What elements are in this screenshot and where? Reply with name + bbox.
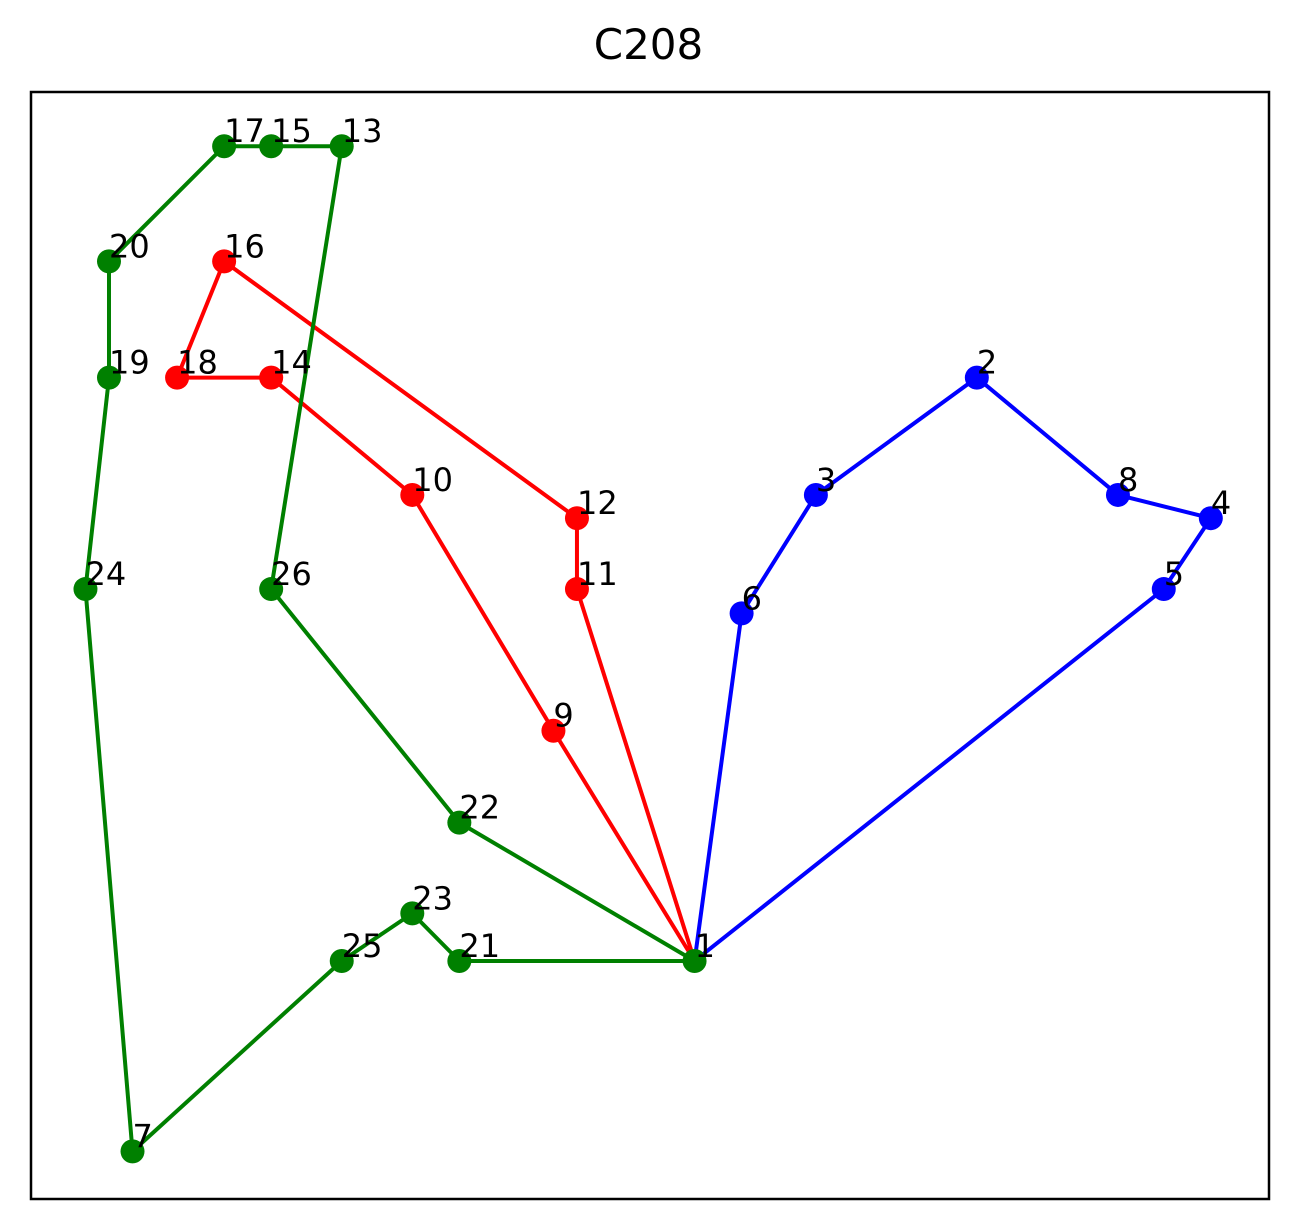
node-point-4 xyxy=(1198,506,1223,531)
node-label-6: 6 xyxy=(742,579,762,617)
node-point-19 xyxy=(96,365,121,390)
node-label-18: 18 xyxy=(177,344,218,382)
route-lines xyxy=(83,144,1213,1154)
node-point-17 xyxy=(212,134,237,159)
node-point-3 xyxy=(803,482,828,507)
route-line-2 xyxy=(175,259,697,963)
node-label-26: 26 xyxy=(271,555,312,593)
node-label-13: 13 xyxy=(342,112,383,150)
route-points xyxy=(73,134,1223,1164)
node-point-9 xyxy=(541,718,566,743)
node-point-8 xyxy=(1105,482,1130,507)
node-label-21: 21 xyxy=(459,927,500,965)
route-line-1 xyxy=(692,375,1213,963)
node-label-8: 8 xyxy=(1118,461,1138,499)
node-point-14 xyxy=(259,365,284,390)
node-point-18 xyxy=(165,365,190,390)
node-label-24: 24 xyxy=(85,555,126,593)
node-point-26 xyxy=(259,577,284,602)
node-point-1 xyxy=(682,948,707,973)
node-point-21 xyxy=(447,948,472,973)
node-label-9: 9 xyxy=(553,697,573,735)
node-point-5 xyxy=(1151,577,1176,602)
node-point-20 xyxy=(96,249,121,274)
node-point-6 xyxy=(729,601,754,626)
node-label-25: 25 xyxy=(342,927,383,965)
node-label-2: 2 xyxy=(977,344,997,382)
node-label-19: 19 xyxy=(109,344,150,382)
node-label-4: 4 xyxy=(1211,484,1231,522)
node-point-2 xyxy=(964,365,989,390)
node-label-5: 5 xyxy=(1164,555,1184,593)
node-label-7: 7 xyxy=(133,1117,153,1155)
node-labels: 1234567891011121314151617181920212223242… xyxy=(85,112,1231,1155)
node-label-22: 22 xyxy=(459,789,500,827)
node-point-10 xyxy=(400,482,425,507)
axes-frame xyxy=(29,90,1271,1201)
chart-title: C208 xyxy=(593,20,704,69)
node-point-13 xyxy=(329,134,354,159)
node-label-3: 3 xyxy=(816,461,836,499)
node-label-17: 17 xyxy=(224,112,265,150)
node-label-12: 12 xyxy=(577,484,618,522)
node-point-15 xyxy=(259,134,284,159)
node-point-24 xyxy=(73,577,98,602)
node-point-23 xyxy=(400,901,425,926)
node-label-10: 10 xyxy=(412,461,453,499)
node-label-1: 1 xyxy=(695,927,715,965)
node-label-15: 15 xyxy=(271,112,312,150)
node-label-11: 11 xyxy=(577,555,618,593)
node-point-11 xyxy=(564,577,589,602)
node-point-22 xyxy=(447,810,472,835)
node-label-20: 20 xyxy=(109,227,150,265)
node-point-12 xyxy=(564,506,589,531)
node-label-23: 23 xyxy=(412,879,453,917)
node-label-16: 16 xyxy=(224,227,265,265)
node-label-14: 14 xyxy=(271,344,312,382)
route-line-3 xyxy=(83,144,696,1154)
node-point-7 xyxy=(120,1139,145,1164)
node-point-25 xyxy=(329,948,354,973)
node-point-16 xyxy=(212,249,237,274)
